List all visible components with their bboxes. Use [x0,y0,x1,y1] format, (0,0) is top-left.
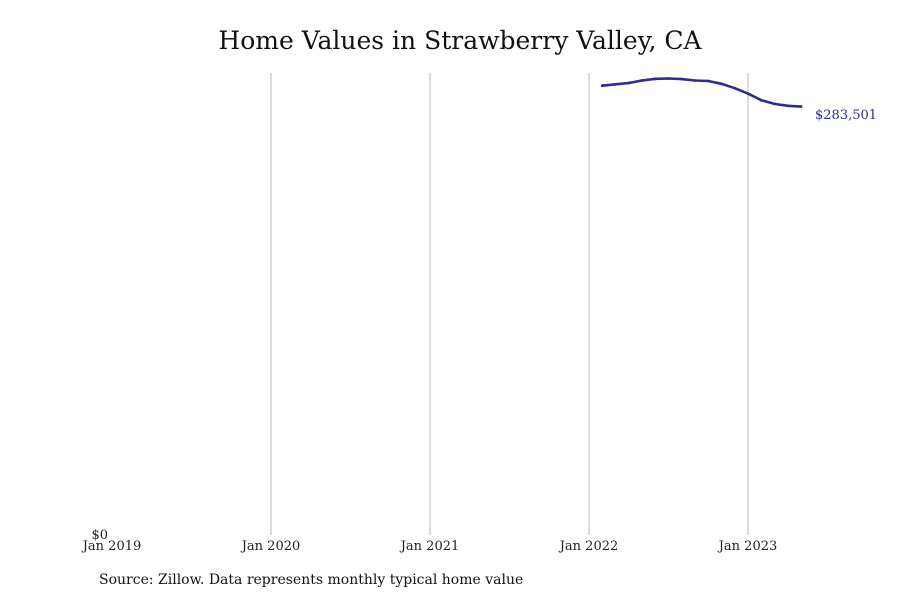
data-point: 2023-03: 276800 [773,102,776,106]
series-layer: 2022-02: 288500 2022-03: 289400 2022-04: 2… [600,77,877,123]
data-point: 2022-02: 288500 [600,84,604,88]
source-note: Source: Zillow. Data represents monthly … [99,572,524,588]
x-axis-tick-labels: Jan 2019 Jan 2020 Jan 2021 Jan 2022 Jan 2023 [81,539,778,554]
data-point: 2023-05: 275100 [799,105,803,108]
chart-title: Home Values in Strawberry Valley, CA [218,26,702,55]
vertical-gridlines [270,73,749,535]
x-tick-label: Jan 2021 [399,539,460,554]
data-point: 2022-11: 289700 [720,82,723,86]
x-tick-label: Jan 2022 [558,539,619,554]
data-point: 2022-03: 289400 [614,82,617,86]
series-line-0 [601,77,803,108]
data-point: 2022-08: 292700 [680,77,684,81]
data-point: 2023-02: 279200 [759,98,763,102]
x-tick-label: Jan 2020 [240,539,301,554]
data-point: 2023-04: 275600 [786,104,790,108]
data-point: 2022-04: 290200 [627,81,631,85]
data-point: 2022-05: 291800 [640,79,644,82]
data-point: 2022-09: 291800 [693,79,697,82]
x-tick-label: Jan 2023 [717,539,778,554]
y-tick-label: $0 [91,528,108,543]
data-point: 2023-01: 283400 [746,92,750,96]
data-point: 2022-10: 291500 [706,79,710,83]
x-tick-label: Jan 2019 [81,539,142,554]
data-point: 2022-06: 292900 [653,77,657,81]
series-end-label: $283,501 [815,108,877,123]
y-axis-tick-labels: $0 [91,528,108,543]
data-point: 2022-12: 286900 [733,86,737,90]
data-point: 2022-07: 293100 [667,77,670,80]
